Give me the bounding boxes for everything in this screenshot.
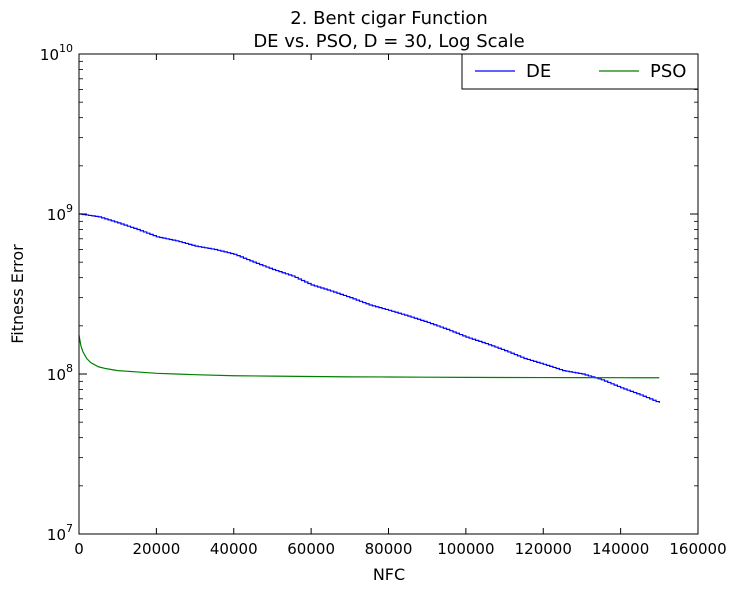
series-line-de (79, 213, 660, 403)
x-tick-label: 0 (74, 540, 84, 558)
x-tick-label: 120000 (515, 540, 572, 558)
y-axis-label: Fitness Error (8, 244, 27, 344)
legend: DE PSO (461, 53, 699, 90)
y-tick-label: 107 (47, 522, 73, 544)
series-line-pso (78, 335, 660, 379)
x-tick-label: 80000 (365, 540, 413, 558)
x-tick-label: 60000 (287, 540, 335, 558)
legend-label-pso: PSO (650, 61, 686, 82)
x-tick-label: 100000 (437, 540, 494, 558)
axis-ticks: 0 20000 40000 60000 80000 100000 120000 140000 1… (40, 42, 727, 558)
y-tick-label: 1010 (40, 42, 73, 64)
x-tick-label: 160000 (669, 540, 726, 558)
plot-area (78, 213, 660, 403)
legend-label-de: DE (526, 61, 551, 82)
chart-title-line2: DE vs. PSO, D = 30, Log Scale (253, 31, 524, 52)
y-tick-label: 108 (47, 362, 73, 384)
x-tick-label: 20000 (133, 540, 181, 558)
y-tick-label: 109 (47, 202, 73, 224)
x-axis-label: NFC (373, 565, 405, 584)
x-tick-label: 40000 (210, 540, 258, 558)
chart-title-line1: 2. Bent cigar Function (290, 8, 488, 29)
x-tick-label: 140000 (592, 540, 649, 558)
